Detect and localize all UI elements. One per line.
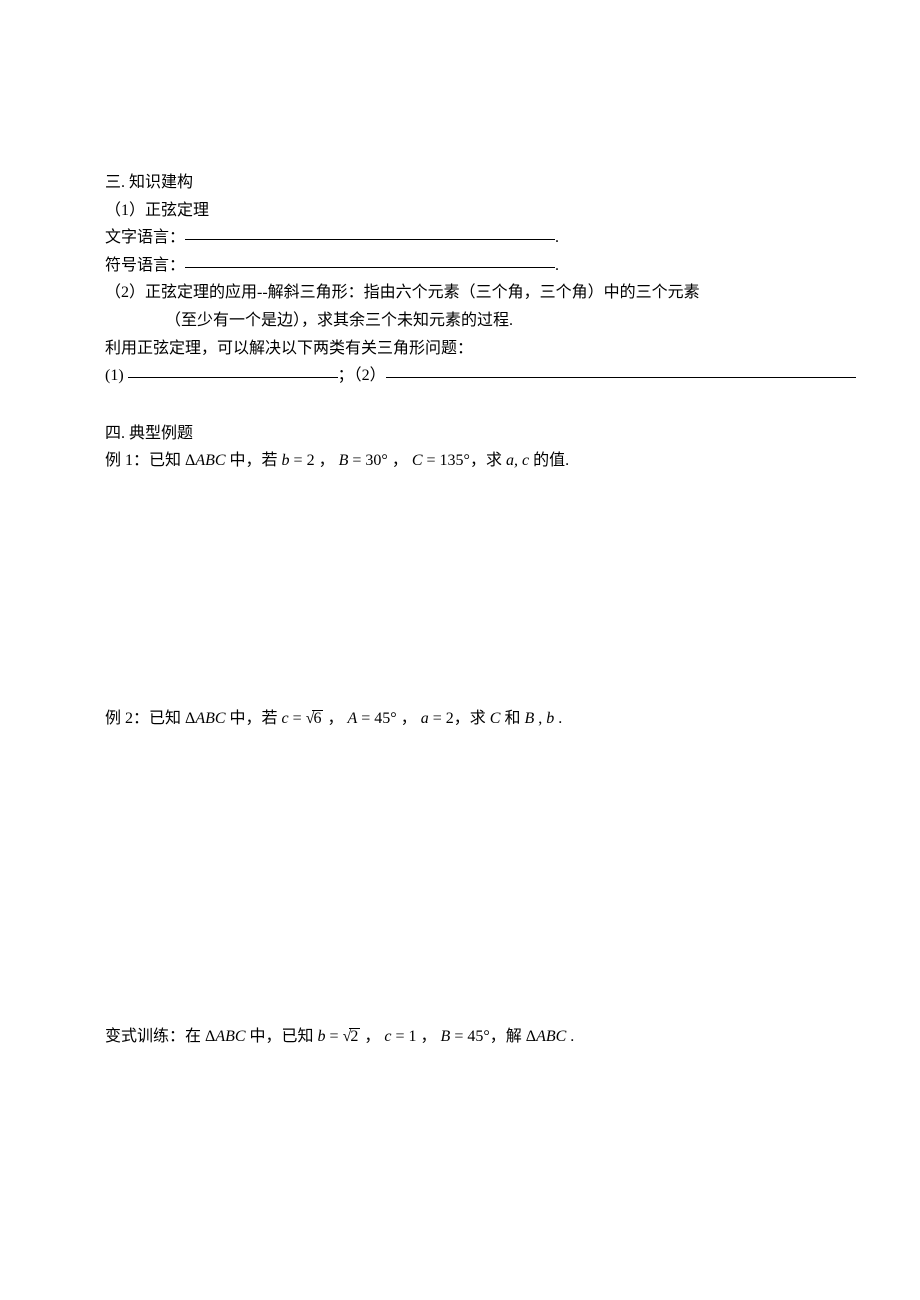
comma: ， xyxy=(388,452,412,469)
delta: Δ xyxy=(526,1028,536,1045)
ex1-tail: 的值. xyxy=(529,452,569,469)
var-tail: . xyxy=(566,1028,574,1045)
var-ac: a, c xyxy=(506,452,529,469)
eq: = xyxy=(326,1028,343,1045)
var-B: B xyxy=(339,452,349,469)
eq: = xyxy=(429,710,446,727)
radicand-2: 2 xyxy=(349,1028,360,1046)
radicand-6: 6 xyxy=(312,710,323,728)
val-2: 2 xyxy=(446,710,454,727)
gap xyxy=(105,734,920,1024)
val-1: 1 xyxy=(409,1028,417,1045)
sqrt6: √6 xyxy=(306,706,324,732)
val-45: 45 xyxy=(467,1028,483,1045)
var-b: b xyxy=(282,452,290,469)
blank2 xyxy=(386,361,856,378)
delta: Δ xyxy=(205,1028,215,1045)
eq: = xyxy=(289,710,306,727)
gap xyxy=(105,476,920,706)
page: 三. 知识建构 （1）正弦定理 文字语言：. 符号语言：. （2）正弦定理的应用… xyxy=(0,0,920,1300)
symbol-language-blank xyxy=(185,251,555,268)
triangle-abc: ABC xyxy=(215,1028,245,1045)
val-135: 135 xyxy=(440,452,464,469)
var-c: c xyxy=(282,710,289,727)
section3-heading: 三. 知识建构 xyxy=(105,170,920,196)
comma: ， xyxy=(397,710,421,727)
comma: ， xyxy=(360,1028,384,1045)
symbol-language-line: 符号语言：. xyxy=(105,253,920,279)
blank1 xyxy=(128,361,338,378)
delta: Δ xyxy=(185,710,195,727)
example2: 例 2：已知 ΔABC 中，若 c = √6 ， A = 45° ， a = 2… xyxy=(105,706,920,732)
ex1-prefix: 例 1：已知 xyxy=(105,452,185,469)
text-language-line: 文字语言：. xyxy=(105,225,920,251)
var-b: b xyxy=(318,1028,326,1045)
section3-item1: （1）正弦定理 xyxy=(105,198,920,224)
ex2-prefix: 例 2：已知 xyxy=(105,710,185,727)
ex1-mid2: ，求 xyxy=(470,452,506,469)
section4-heading: 四. 典型例题 xyxy=(105,421,920,447)
two-blanks-line: (1) ；（2） xyxy=(105,363,920,389)
var-B: B xyxy=(441,1028,451,1045)
example1: 例 1：已知 ΔABC 中，若 b = 2 ， B = 30° ， C = 13… xyxy=(105,448,920,474)
period: . xyxy=(555,257,559,274)
ex2-mid1: 中，若 xyxy=(226,710,282,727)
variant-exercise: 变式训练：在 ΔABC 中，已知 b = √2 ， c = 1 ， B = 45… xyxy=(105,1024,920,1050)
use-line: 利用正弦定理，可以解决以下两类有关三角形问题： xyxy=(105,336,920,362)
text-language-blank xyxy=(185,223,555,240)
eq: = xyxy=(450,1028,467,1045)
var-B: B xyxy=(524,710,534,727)
ex2-mid2: ，求 xyxy=(454,710,490,727)
period: . xyxy=(555,229,559,246)
eq: = xyxy=(391,1028,408,1045)
comma: ， xyxy=(417,1028,441,1045)
eq: = xyxy=(348,452,365,469)
ex2-tail: . xyxy=(554,710,562,727)
section3-item2-line1: （2）正弦定理的应用--解斜三角形：指由六个元素（三个角，三个角）中的三个元素 xyxy=(105,280,920,306)
eq: = xyxy=(357,710,374,727)
sqrt2: √2 xyxy=(343,1024,361,1050)
and: 和 xyxy=(500,710,524,727)
triangle-abc: ABC xyxy=(195,452,225,469)
eq: = xyxy=(423,452,440,469)
ex1-mid1: 中，若 xyxy=(226,452,282,469)
blank2-label: （2） xyxy=(354,367,386,384)
triangle-abc: ABC xyxy=(536,1028,566,1045)
blank1-label: (1) xyxy=(105,367,124,384)
comma2: , xyxy=(534,710,546,727)
delta: Δ xyxy=(185,452,195,469)
gap xyxy=(105,391,920,421)
var-A: A xyxy=(347,710,357,727)
eq: = xyxy=(290,452,307,469)
var-C: C xyxy=(490,710,501,727)
val-2: 2 xyxy=(307,452,315,469)
section3-item2-line2: （至少有一个是边），求其余三个未知元素的过程. xyxy=(105,308,920,334)
semicolon: ； xyxy=(338,367,354,384)
var-mid2: ，解 xyxy=(490,1028,526,1045)
comma: ， xyxy=(315,452,339,469)
val-45: 45 xyxy=(374,710,390,727)
var-prefix: 变式训练：在 xyxy=(105,1028,205,1045)
val-30: 30 xyxy=(365,452,381,469)
var-C: C xyxy=(412,452,423,469)
symbol-language-label: 符号语言： xyxy=(105,257,185,274)
var-mid1: 中，已知 xyxy=(246,1028,318,1045)
triangle-abc: ABC xyxy=(195,710,225,727)
text-language-label: 文字语言： xyxy=(105,229,185,246)
comma: ， xyxy=(323,710,347,727)
var-a: a xyxy=(421,710,429,727)
